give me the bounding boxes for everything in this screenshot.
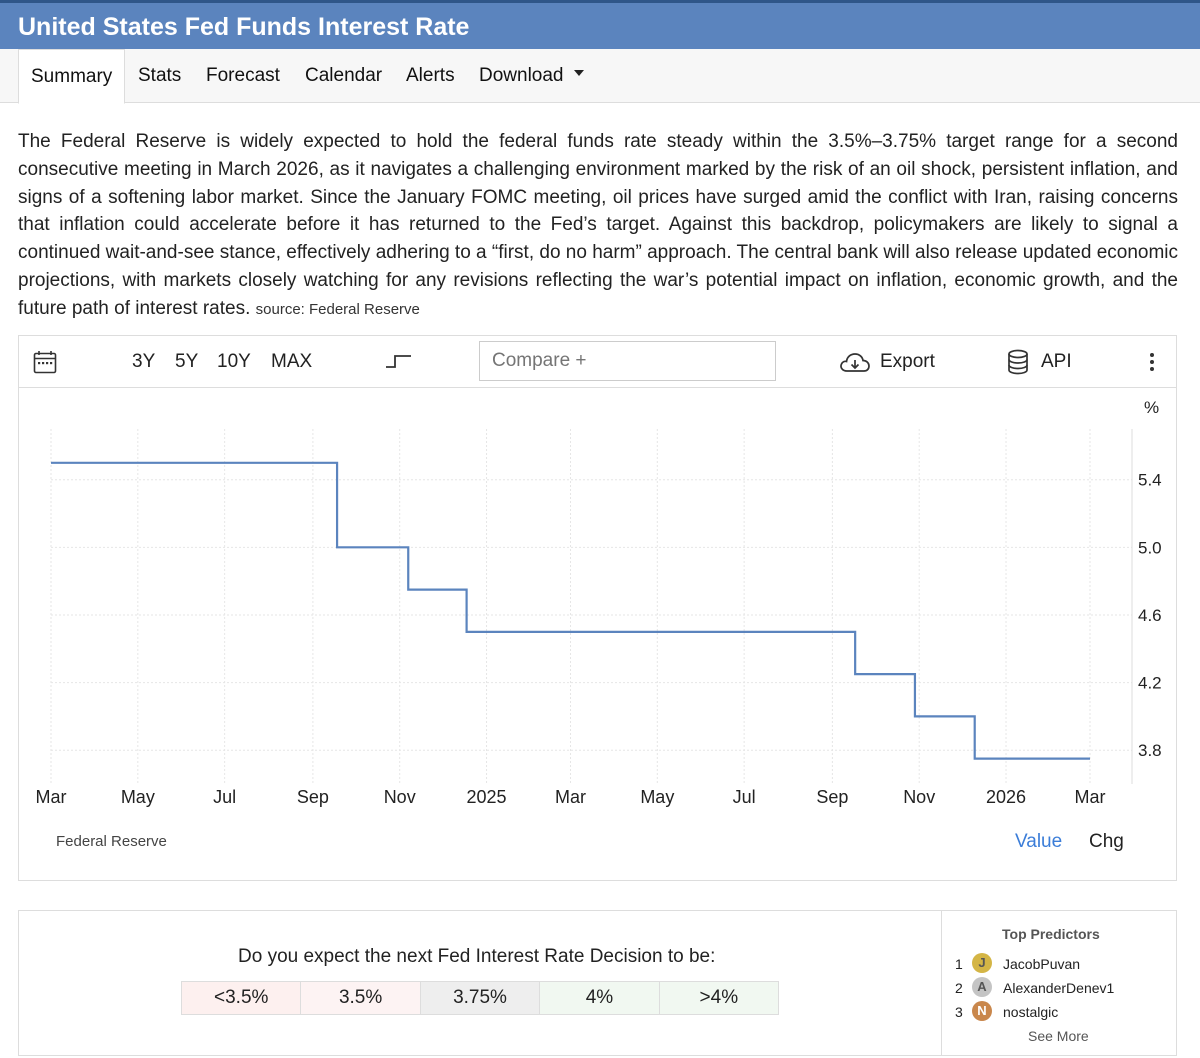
- export-button[interactable]: Export: [880, 351, 935, 372]
- x-tick-label: 2026: [986, 787, 1026, 807]
- caret-down-icon: [573, 69, 584, 76]
- predictor-rank: 1: [955, 956, 963, 972]
- value-toggle[interactable]: Value: [1015, 831, 1063, 852]
- y-tick-label: 3.8: [1138, 741, 1162, 760]
- description-text: The Federal Reserve is widely expected t…: [18, 131, 1179, 319]
- chart-source-label: Federal Reserve: [56, 833, 167, 850]
- x-tick-label: Mar: [555, 787, 586, 807]
- x-tick-label: May: [121, 787, 155, 807]
- predictor-name: JacobPuvan: [1003, 956, 1081, 972]
- calendar-icon[interactable]: [33, 350, 57, 374]
- tab-summary[interactable]: Summary: [18, 49, 126, 104]
- tab-download[interactable]: Download: [479, 49, 584, 103]
- x-tick-label: Jul: [733, 787, 756, 807]
- x-tick-label: Nov: [903, 787, 935, 807]
- predictor-avatar: J: [972, 953, 992, 973]
- x-tick-label: Nov: [384, 787, 416, 807]
- x-tick-label: 2025: [467, 787, 507, 807]
- predictor-rank: 2: [955, 980, 963, 996]
- chart-plot: % Mar May Jul Sep Nov 2025 Mar May Jul Sep Nov 2026…: [36, 398, 1162, 807]
- chg-toggle[interactable]: Chg: [1089, 831, 1124, 852]
- predictor-avatar: A: [972, 977, 992, 997]
- range-5y-button[interactable]: 5Y: [175, 351, 199, 372]
- x-tick-label: May: [640, 787, 674, 807]
- y-tick-label: 5.4: [1138, 471, 1162, 490]
- poll-question: Do you expect the next Fed Interest Rate…: [238, 946, 716, 967]
- x-tick-label: Mar: [36, 787, 67, 807]
- x-tick-label: Jul: [213, 787, 236, 807]
- top-predictors-title: Top Predictors: [1002, 926, 1100, 942]
- poll-options: <3.5% 3.5% 3.75% 4% >4%: [181, 981, 779, 1015]
- chart-toolbar: 3Y 5Y 10Y MAX Export API: [19, 336, 1176, 388]
- predictor-name: AlexanderDenev1: [1003, 980, 1115, 996]
- tab-calendar[interactable]: Calendar: [305, 65, 383, 86]
- range-3y-button[interactable]: 3Y: [132, 351, 156, 372]
- description: The Federal Reserve is widely expected t…: [18, 128, 1178, 324]
- chart-unit-label: %: [1144, 398, 1159, 417]
- series-line: [51, 461, 1090, 760]
- x-tick-label: Sep: [816, 787, 848, 807]
- x-tick-label: Sep: [297, 787, 329, 807]
- more-vertical-icon[interactable]: [1147, 352, 1157, 372]
- x-tick-label: Mar: [1075, 787, 1106, 807]
- poll-option[interactable]: 3.75%: [420, 982, 541, 1014]
- top-predictors-panel: Top Predictors 1 J JacobPuvan 2 A Alexan…: [941, 911, 1176, 1055]
- step-chart-icon[interactable]: [385, 352, 413, 370]
- title-bar: United States Fed Funds Interest Rate: [0, 0, 1200, 49]
- range-10y-button[interactable]: 10Y: [217, 351, 251, 372]
- poll-option[interactable]: >4%: [659, 982, 779, 1014]
- poll-option[interactable]: 4%: [540, 982, 660, 1014]
- y-tick-label: 4.2: [1138, 674, 1162, 693]
- tab-stats[interactable]: Stats: [138, 65, 182, 86]
- predictor-name: nostalgic: [1003, 1004, 1059, 1020]
- tab-alerts[interactable]: Alerts: [406, 65, 455, 86]
- database-icon[interactable]: [1007, 349, 1029, 375]
- compare-input[interactable]: [479, 341, 776, 381]
- range-max-button[interactable]: MAX: [271, 351, 313, 372]
- y-tick-label: 5.0: [1138, 538, 1162, 557]
- poll-panel: Do you expect the next Fed Interest Rate…: [18, 910, 1177, 1056]
- cloud-download-icon[interactable]: [839, 351, 871, 375]
- predictor-avatar: N: [972, 1001, 992, 1021]
- tab-forecast[interactable]: Forecast: [206, 65, 280, 86]
- poll-option[interactable]: 3.5%: [301, 982, 421, 1014]
- page-title: United States Fed Funds Interest Rate: [18, 13, 470, 41]
- y-tick-label: 4.6: [1138, 606, 1162, 625]
- predictor-rank: 3: [955, 1004, 963, 1020]
- poll-option[interactable]: <3.5%: [182, 982, 302, 1014]
- tab-bar: Summary Stats Forecast Calendar Alerts D…: [0, 49, 1200, 104]
- api-button[interactable]: API: [1041, 351, 1072, 372]
- description-source: source: Federal Reserve: [255, 300, 420, 318]
- tab-download-label: Download: [479, 65, 564, 86]
- see-more-link[interactable]: See More: [1028, 1028, 1089, 1044]
